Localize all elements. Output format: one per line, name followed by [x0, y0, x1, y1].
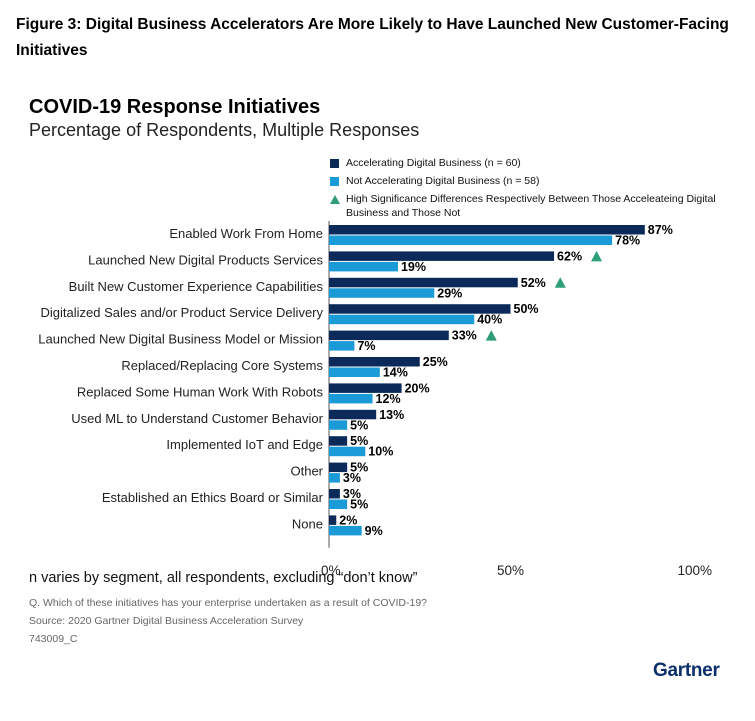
legend-label-accelerating: Accelerating Digital Business (n = 60)	[346, 157, 521, 169]
data-label: 5%	[350, 498, 368, 512]
bar-not-accelerating	[329, 314, 475, 325]
bar-not-accelerating	[329, 288, 435, 298]
bar-accelerating	[329, 277, 518, 288]
bar-accelerating	[329, 409, 377, 420]
data-label: 5%	[350, 418, 368, 432]
triangle-icon	[330, 195, 340, 204]
bar-accelerating	[329, 304, 511, 314]
chart-title: COVID-19 Response Initiatives	[29, 96, 321, 118]
data-label: 29%	[437, 286, 462, 300]
category-label: Used ML to Understand Customer Behavior	[71, 411, 323, 426]
legend-label-not-accelerating: Not Accelerating Digital Business (n = 5…	[346, 175, 540, 187]
category-label: Other	[290, 464, 323, 479]
data-label: 12%	[376, 392, 401, 406]
data-label: 52%	[521, 276, 546, 290]
x-tick-label: 0%	[321, 563, 341, 578]
bar-accelerating	[329, 251, 555, 261]
category-label: Launched New Digital Products Services	[88, 252, 323, 267]
data-label: 14%	[383, 366, 408, 380]
data-label: 87%	[648, 223, 673, 237]
bar-not-accelerating	[329, 420, 348, 430]
bar-accelerating	[329, 462, 348, 473]
legend-swatch-accelerating	[330, 159, 339, 168]
category-label: Replaced Some Human Work With Robots	[77, 384, 324, 399]
data-label: 3%	[343, 487, 361, 501]
bar-accelerating	[329, 489, 340, 499]
chart-subtitle: Percentage of Respondents, Multiple Resp…	[29, 120, 420, 140]
category-label: None	[292, 516, 323, 531]
data-label: 19%	[401, 260, 426, 274]
data-label: 9%	[365, 524, 383, 538]
legend-label-significance: High Significance Differences Respective…	[346, 193, 716, 219]
category-label: Launched New Digital Business Model or M…	[38, 332, 323, 347]
bar-accelerating	[329, 515, 337, 525]
footnote-question: Q. Which of these initiatives has your e…	[29, 597, 428, 609]
data-label: 25%	[423, 355, 448, 369]
figure-code: 743009_C	[29, 633, 78, 645]
bar-accelerating	[329, 436, 348, 446]
bar-not-accelerating	[329, 473, 340, 483]
data-label: 62%	[557, 249, 582, 263]
data-label: 78%	[615, 234, 640, 248]
significance-marker	[485, 330, 497, 341]
bar-not-accelerating	[329, 393, 373, 404]
data-label: 20%	[405, 381, 430, 395]
bar-not-accelerating	[329, 261, 398, 272]
data-label: 50%	[514, 302, 539, 316]
figure-title: Figure 3: Digital Business Accelerators …	[16, 16, 729, 59]
significance-marker	[591, 250, 603, 262]
data-label: 5%	[350, 461, 368, 475]
bar-accelerating	[329, 330, 449, 341]
x-tick-label: 100%	[677, 563, 712, 578]
bar-not-accelerating	[329, 235, 613, 245]
bar-accelerating	[329, 357, 420, 367]
data-label: 5%	[350, 434, 368, 448]
data-label: 10%	[368, 445, 393, 459]
legend-item-significance: High Significance Differences Respective…	[330, 192, 745, 220]
legend-item-accelerating: Accelerating Digital Business (n = 60)	[330, 156, 745, 170]
category-label: Replaced/Replacing Core Systems	[121, 358, 323, 373]
data-label: 13%	[379, 408, 404, 422]
category-label: Established an Ethics Board or Similar	[102, 490, 324, 505]
bar-not-accelerating	[329, 525, 362, 536]
bar-not-accelerating	[329, 446, 366, 457]
legend-item-not-accelerating: Not Accelerating Digital Business (n = 5…	[330, 174, 745, 188]
data-label: 33%	[452, 329, 477, 343]
significance-marker	[554, 277, 566, 288]
x-tick-label: 50%	[497, 563, 524, 578]
legend: Accelerating Digital Business (n = 60) N…	[330, 156, 745, 224]
footnote-source: Source: 2020 Gartner Digital Business Ac…	[29, 615, 304, 627]
gartner-logo: Gartner	[653, 660, 720, 681]
bar-accelerating	[329, 383, 402, 393]
legend-swatch-not-accelerating	[330, 177, 339, 186]
bar-not-accelerating	[329, 367, 380, 377]
data-label: 7%	[357, 339, 375, 353]
category-label: Built New Customer Experience Capabiliti…	[69, 279, 324, 294]
bar-accelerating	[329, 225, 645, 235]
data-label: 40%	[477, 313, 502, 327]
footnote-sample: n varies by segment, all respondents, ex…	[29, 570, 418, 586]
category-label: Enabled Work From Home	[169, 226, 323, 241]
category-label: Implemented IoT and Edge	[166, 437, 323, 452]
bar-not-accelerating	[329, 341, 355, 351]
category-label: Digitalized Sales and/or Product Service…	[40, 305, 323, 320]
data-label: 2%	[339, 513, 357, 527]
bar-not-accelerating	[329, 499, 348, 509]
data-label: 3%	[343, 471, 361, 485]
